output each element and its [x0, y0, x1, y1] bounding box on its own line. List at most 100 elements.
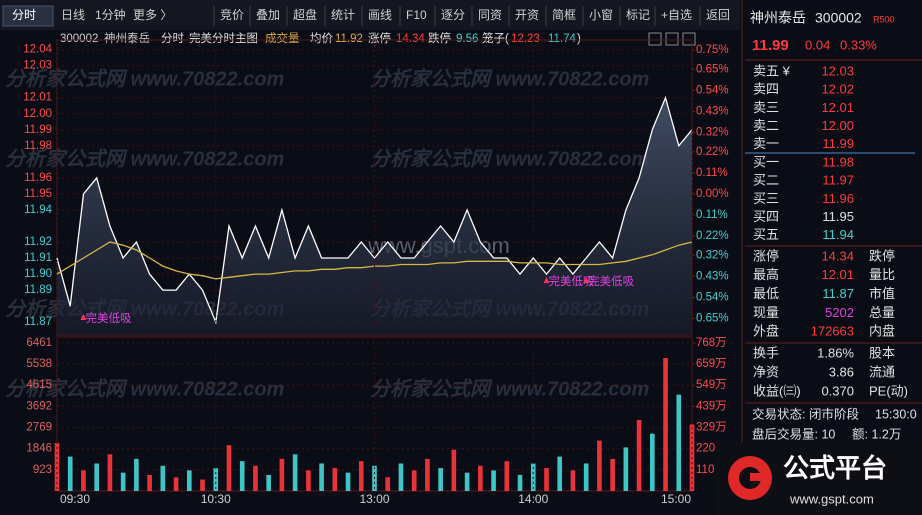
stat-label: PE(动) [869, 383, 908, 398]
info-icon[interactable] [682, 32, 696, 46]
tab[interactable]: 分时 [12, 8, 36, 22]
tab[interactable]: 更多 〉 [133, 8, 172, 22]
y-tick-label: 12.00 [23, 108, 52, 120]
info-icon[interactable] [648, 32, 662, 46]
toolbar-button[interactable]: 返回 [706, 8, 730, 22]
status-label: 盘后交易量: 10 [752, 426, 835, 441]
info-limit-up-label: 涨停 [368, 31, 391, 45]
volume-bar [134, 458, 139, 491]
stat-label: 换手 [753, 345, 779, 360]
toolbar-button[interactable]: 逐分 [441, 8, 465, 22]
info-icon[interactable] [665, 32, 679, 46]
volume-bar [451, 449, 457, 491]
book-price: 11.97 [822, 173, 854, 188]
x-tick-label: 09:30 [60, 492, 90, 506]
volume-bar [676, 394, 682, 491]
volume-bar [345, 472, 351, 491]
stat-value: 14.34 [821, 248, 854, 263]
toolbar-button[interactable]: +自选 [661, 8, 692, 22]
book-price: 12.03 [821, 63, 854, 78]
book-price: 12.02 [821, 82, 854, 97]
volume-bar [319, 463, 324, 491]
y2-tick-label: 0.43% [696, 106, 729, 118]
stat-label: 量比 [869, 267, 895, 282]
toolbar-button[interactable]: 竞价 [220, 8, 244, 22]
toolbar-button[interactable]: 小窗 [589, 8, 613, 22]
stat-label: 市值 [869, 286, 895, 301]
book-price: 11.98 [822, 154, 854, 169]
y-tick-label: 12.03 [23, 60, 52, 72]
info-cage-low: 11.74 [548, 33, 577, 45]
volume-bar [292, 454, 298, 491]
volume-bar [226, 445, 232, 491]
volume-bar [623, 447, 629, 491]
stat-label: 净资 [753, 364, 779, 379]
status-label: 交易状态: 闭市阶段 [752, 406, 859, 421]
toolbar-button[interactable]: 统计 [331, 8, 355, 22]
y-tick-label: 1846 [26, 443, 52, 455]
watermark: 分析家公式网 www.70822.com [5, 67, 284, 90]
info-limit-down-label: 跌停 [428, 31, 451, 45]
badge: R500 [873, 14, 895, 24]
y-tick-label: 12.01 [23, 92, 52, 104]
volume-bar [200, 479, 205, 491]
y2-tick-label: 0.32% [696, 249, 729, 261]
y2-tick-label: 0.65% [696, 63, 729, 75]
toolbar-button[interactable]: F10 [406, 8, 427, 22]
stat-label: 最高 [753, 267, 779, 282]
volume-bar [186, 470, 192, 491]
toolbar-button[interactable]: 同资 [478, 8, 502, 22]
volume-bar [332, 468, 338, 491]
y-tick-label: 11.89 [24, 284, 52, 296]
y2-tick-label: 0.11% [696, 209, 728, 221]
stat-value: 3.86 [829, 364, 854, 379]
volume-bar [464, 472, 470, 491]
stat-label: 现量 [753, 305, 779, 320]
book-label: 买一 [753, 154, 779, 169]
volume-bar [557, 456, 563, 491]
stat-label: 内盘 [869, 324, 895, 339]
tab[interactable]: 1分钟 [95, 7, 126, 22]
volume-bar [279, 458, 285, 491]
book-label: 买四 [753, 209, 779, 224]
toolbar-button[interactable]: 标记 [626, 8, 650, 22]
toolbar-button[interactable]: 画线 [368, 8, 392, 22]
tab[interactable]: 日线 [61, 8, 85, 22]
y-tick-label: 11.92 [24, 236, 52, 248]
toolbar-button[interactable]: 叠加 [256, 8, 280, 22]
y-tick-label: 11.98 [24, 140, 52, 152]
volume-bar [107, 454, 113, 491]
info-indicator: 成交量 [265, 31, 300, 45]
watermark: 分析家公式网 www.70822.com [5, 377, 284, 400]
volume-bar [570, 470, 576, 491]
stock-code: 300002 [815, 10, 862, 26]
volume-bar [610, 458, 615, 491]
toolbar-button[interactable]: 简框 [552, 8, 576, 22]
toolbar-button[interactable]: 开资 [515, 8, 539, 22]
info-limit-down: 9.56 [456, 33, 478, 45]
info-avg: 11.92 [335, 33, 363, 45]
volume-bar [173, 477, 179, 491]
info-cage-high: 12.23 [511, 33, 540, 45]
book-label: 买二 [753, 173, 779, 188]
annotation-marker [543, 277, 550, 284]
y2-tick-label: 439万 [696, 400, 727, 412]
price-line [56, 95, 693, 325]
volume-bar [583, 463, 589, 491]
annotation: 完美低吸 [588, 274, 634, 288]
x-tick-label: 15:00 [661, 492, 691, 506]
volume-bar [306, 470, 311, 491]
x-tick-label: 14:00 [518, 492, 548, 506]
volume-bar [411, 470, 417, 491]
book-label: 卖四 [753, 82, 779, 97]
last-price: 11.99 [752, 37, 789, 54]
y2-tick-label: 768万 [696, 337, 727, 349]
y-tick-label: 6461 [26, 337, 52, 349]
toolbar-button[interactable]: 超盘 [293, 7, 317, 22]
y-tick-label: 2769 [26, 422, 52, 434]
book-label: 买五 [753, 227, 779, 242]
info-avg-label: 均价 [310, 32, 333, 45]
y2-tick-label: 549万 [696, 379, 727, 391]
